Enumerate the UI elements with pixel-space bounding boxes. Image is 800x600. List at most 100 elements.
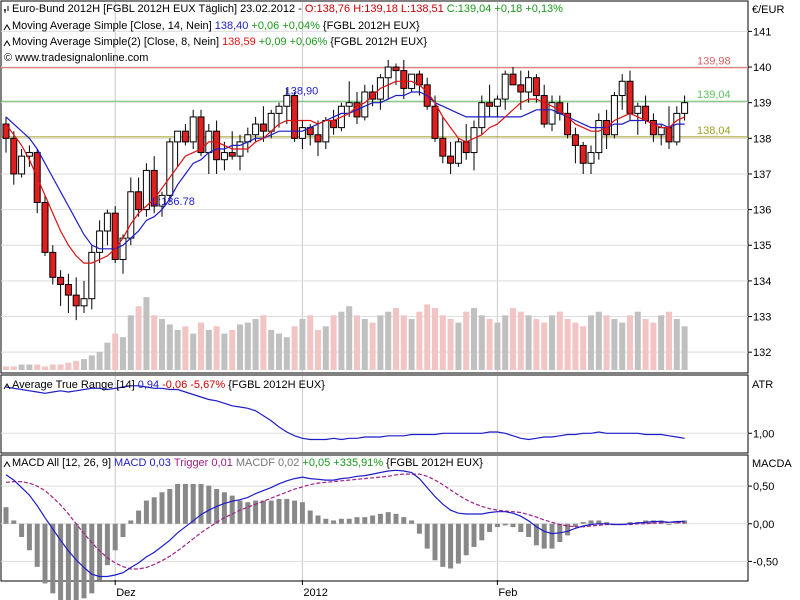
horizontal-lines: 139,98 139,04 138,04 bbox=[1, 56, 748, 138]
macdf-bar bbox=[11, 520, 17, 524]
volume-bar bbox=[478, 315, 485, 370]
candle-body bbox=[673, 112, 681, 143]
candle-body bbox=[166, 141, 174, 196]
price-header: Euro-Bund 2012H [FGBL 2012H EUX Täglich]… bbox=[3, 3, 563, 64]
volume-bar bbox=[549, 315, 555, 370]
volume-bar bbox=[393, 308, 399, 370]
macd-axis-tick-label: -0,50 bbox=[753, 556, 778, 568]
volume-bar bbox=[229, 329, 236, 370]
candle-body bbox=[103, 212, 111, 232]
sma8-line bbox=[5, 80, 685, 264]
candle-body bbox=[10, 137, 18, 175]
volume-bar bbox=[658, 315, 665, 370]
candle-body bbox=[665, 127, 673, 143]
macdf-bar bbox=[346, 518, 352, 524]
macdf-bar bbox=[73, 523, 79, 600]
atr-line bbox=[5, 385, 685, 441]
sma8-name: Moving Average Simple(2) [Close, 8, Nein… bbox=[12, 36, 219, 48]
volume-bar bbox=[385, 311, 392, 370]
macdf-bar bbox=[206, 485, 212, 524]
volume-bar bbox=[502, 315, 509, 370]
atr-name: Average True Range [14] bbox=[12, 379, 135, 391]
volume-bar bbox=[439, 315, 446, 370]
volume-bar bbox=[81, 359, 87, 370]
volume-bar bbox=[369, 322, 376, 370]
volume-bar bbox=[463, 311, 470, 370]
macdf-bar bbox=[463, 523, 469, 556]
macdf-bar bbox=[65, 523, 71, 600]
price-axis-tick-label: 139 bbox=[753, 98, 771, 110]
macd-value: MACD 0,03 bbox=[114, 457, 171, 469]
trigger-value: Trigger 0,01 bbox=[174, 457, 233, 469]
macdf-bar bbox=[588, 520, 594, 524]
atr-suffix: {FGBL 2012H EUX} bbox=[228, 379, 325, 391]
moving-averages bbox=[5, 80, 685, 264]
macdf-bar bbox=[112, 523, 118, 551]
atr-change: -0,06 -5,67% bbox=[162, 379, 225, 391]
macdf-bar bbox=[494, 523, 500, 528]
candle-body bbox=[96, 230, 104, 253]
macdf-bar bbox=[276, 498, 282, 524]
indicator-icon bbox=[3, 40, 11, 47]
volume-bar bbox=[517, 311, 524, 370]
volume-bar bbox=[556, 311, 563, 370]
candle-body bbox=[88, 251, 96, 300]
volume-bar bbox=[276, 333, 282, 370]
volume-bar bbox=[65, 362, 72, 370]
candle-body bbox=[681, 102, 689, 114]
candle-body bbox=[470, 127, 478, 154]
candle-body bbox=[345, 102, 353, 107]
macdf-bar bbox=[526, 523, 532, 538]
candle-body bbox=[462, 141, 470, 154]
macdf-bar bbox=[26, 523, 32, 551]
macdf-bar bbox=[502, 523, 508, 526]
macd-axis-tick-label: 0,00 bbox=[753, 519, 774, 531]
chart-type-icon bbox=[4, 6, 9, 13]
macdf-bar bbox=[198, 483, 204, 524]
indicator-icon bbox=[3, 461, 11, 468]
macdf-bar bbox=[190, 483, 196, 524]
macd-change: +0,05 +335,91% bbox=[302, 457, 383, 469]
macdf-bar bbox=[377, 513, 383, 524]
macdf-bar bbox=[143, 500, 149, 524]
macdf-bar bbox=[237, 500, 243, 524]
macdf-bar bbox=[354, 517, 360, 524]
candle-body bbox=[392, 66, 400, 72]
candle-body bbox=[501, 73, 509, 100]
atr-axis-tick-label: 1,00 bbox=[753, 428, 774, 440]
svg-text:Euro-Bund 2012H [FGBL 2012H EU: Euro-Bund 2012H [FGBL 2012H EUX Täglich]… bbox=[12, 3, 563, 15]
macdf-bar bbox=[666, 523, 672, 525]
volume-bar bbox=[283, 337, 290, 370]
volume-bar bbox=[525, 315, 532, 370]
volume-bar bbox=[57, 364, 64, 370]
candle-body bbox=[283, 95, 291, 107]
macdf-bar bbox=[682, 520, 688, 524]
macdf-bar bbox=[448, 523, 454, 569]
candle-body bbox=[532, 77, 540, 97]
candle-body bbox=[610, 95, 618, 136]
volume-bar bbox=[595, 311, 602, 370]
sma8-suffix: {FGBL 2012H EUX} bbox=[330, 36, 427, 48]
volume-bar bbox=[619, 322, 626, 370]
volume-bar bbox=[143, 297, 150, 370]
price-axis-title: €/EUR bbox=[752, 4, 784, 16]
volume-bar bbox=[666, 311, 672, 370]
sma14-suffix: {FGBL 2012H EUX} bbox=[323, 20, 420, 32]
volume-bar bbox=[650, 322, 657, 370]
macd-layer bbox=[3, 469, 688, 600]
candle-body bbox=[181, 130, 189, 143]
price-annotation: 138,90 bbox=[285, 86, 319, 98]
x-axis-tick-label: 2012 bbox=[303, 587, 327, 599]
volume-bar bbox=[104, 342, 111, 370]
macdf-bar bbox=[416, 523, 422, 534]
volume-bar bbox=[190, 333, 197, 370]
candle-body bbox=[252, 123, 260, 136]
macdf-bar bbox=[42, 523, 48, 584]
macdf-bar bbox=[533, 523, 539, 546]
candle-body bbox=[314, 134, 322, 143]
atr-layer bbox=[5, 385, 685, 441]
volume-bar bbox=[580, 326, 587, 370]
macdf-bar bbox=[128, 520, 134, 524]
macdf-bar bbox=[627, 522, 633, 524]
